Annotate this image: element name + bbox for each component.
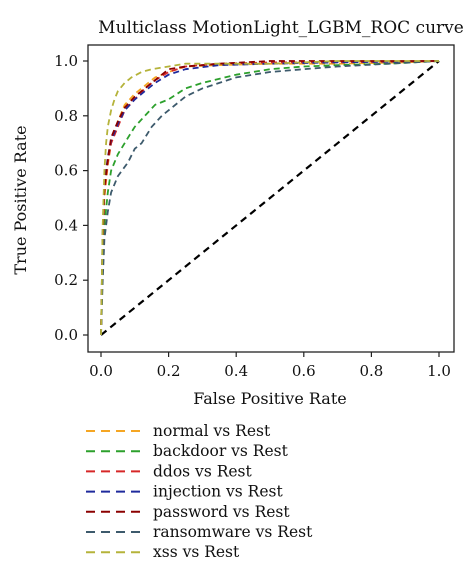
y-tick-label: 0.2	[54, 271, 78, 289]
plot-frame	[87, 44, 455, 353]
y-tick-label: 0.0	[54, 326, 78, 344]
x-tick-label: 0.8	[359, 362, 383, 380]
legend-label-injection: injection vs Rest	[153, 483, 283, 501]
chance-diagonal	[100, 60, 440, 336]
y-tick-label: 0.6	[54, 162, 78, 180]
legend-label-password: password vs Rest	[153, 503, 290, 521]
x-tick-label: 0.6	[292, 362, 316, 380]
x-axis-ticks: 0.0 0.2 0.4 0.6 0.8 1.0	[89, 352, 451, 380]
x-tick-label: 0.4	[224, 362, 248, 380]
legend-label-ransomware: ransomware vs Rest	[153, 523, 313, 541]
chart-title: Multiclass MotionLight_LGBM_ROC curve	[98, 18, 464, 38]
y-axis-ticks: 0.0 0.2 0.4 0.6 0.8 1.0	[54, 52, 88, 344]
x-axis-label: False Positive Rate	[193, 389, 347, 408]
x-tick-label: 1.0	[427, 362, 451, 380]
x-tick-label: 0.2	[157, 362, 181, 380]
x-tick-label: 0.0	[89, 362, 113, 380]
y-tick-label: 0.8	[54, 107, 78, 125]
plot-area: 0.0 0.2 0.4 0.6 0.8 1.0 0.0 0.2 0.4 0.6 0.8 1.0	[54, 44, 455, 380]
chance-diagonal-line	[100, 60, 440, 336]
roc-line-xss	[100, 60, 439, 336]
y-tick-label: 0.4	[54, 216, 78, 234]
roc-line-password	[100, 60, 439, 336]
legend-label-backdoor: backdoor vs Rest	[153, 442, 289, 460]
roc-series-group	[100, 60, 440, 336]
legend-label-normal: normal vs Rest	[153, 422, 271, 440]
y-axis-label: True Positive Rate	[11, 125, 30, 274]
legend-label-xss: xss vs Rest	[153, 543, 240, 561]
legend-label-ddos: ddos vs Rest	[153, 462, 252, 480]
y-tick-label: 1.0	[54, 52, 78, 70]
roc-line-backdoor	[100, 60, 440, 336]
legend: normal vs Rest backdoor vs Rest ddos vs Re…	[86, 422, 313, 561]
roc-line-ransomware	[100, 60, 440, 336]
